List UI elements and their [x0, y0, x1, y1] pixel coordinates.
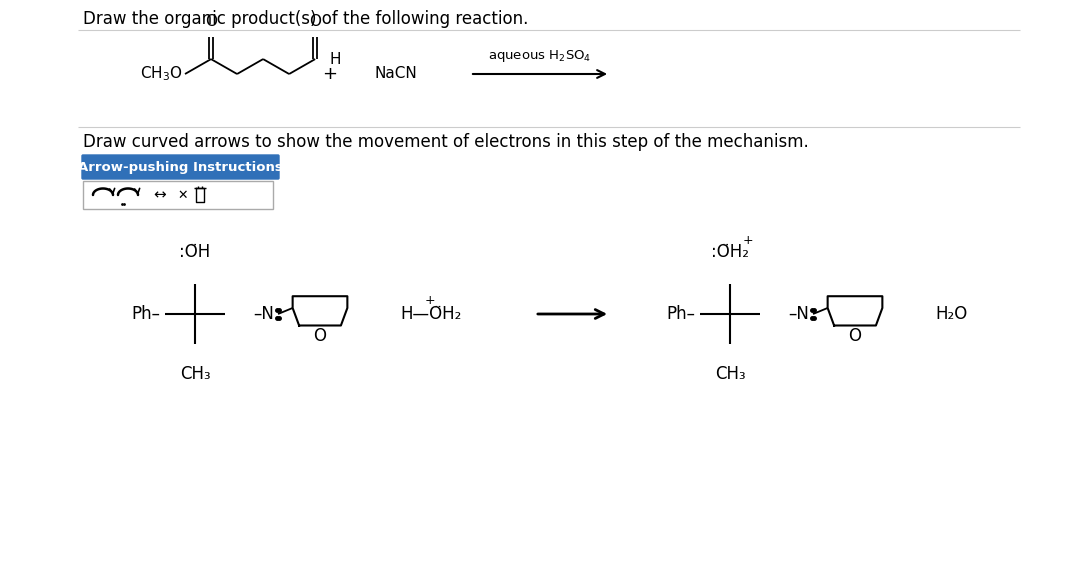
- Text: CH₃: CH₃: [179, 365, 211, 383]
- Text: ↔: ↔: [153, 188, 166, 202]
- FancyBboxPatch shape: [83, 181, 273, 209]
- FancyBboxPatch shape: [82, 155, 279, 179]
- Text: H₂O: H₂O: [935, 305, 968, 323]
- Text: O: O: [205, 14, 217, 29]
- Text: Ph–: Ph–: [666, 305, 696, 323]
- Text: CH$_3$O: CH$_3$O: [140, 65, 183, 83]
- Text: NaCN: NaCN: [375, 66, 418, 81]
- Text: O: O: [313, 327, 326, 345]
- Text: Draw curved arrows to show the movement of electrons in this step of the mechani: Draw curved arrows to show the movement …: [83, 133, 809, 151]
- Text: +: +: [424, 293, 435, 306]
- Text: –N:: –N:: [788, 305, 814, 323]
- Text: aqueous H$_2$SO$_4$: aqueous H$_2$SO$_4$: [488, 48, 592, 64]
- Text: CH₃: CH₃: [715, 365, 745, 383]
- Text: O: O: [309, 14, 321, 29]
- Text: :ÖH: :ÖH: [179, 243, 211, 261]
- Text: –N:: –N:: [253, 305, 280, 323]
- Text: ✕: ✕: [178, 188, 188, 202]
- Text: Draw the organic product(s) of the following reaction.: Draw the organic product(s) of the follo…: [83, 10, 528, 28]
- Text: +: +: [743, 233, 754, 247]
- Text: +: +: [323, 65, 337, 83]
- Text: H: H: [329, 52, 340, 66]
- Text: H—ÖH₂: H—ÖH₂: [400, 305, 461, 323]
- Text: Ph–: Ph–: [131, 305, 160, 323]
- Text: Arrow-pushing Instructions: Arrow-pushing Instructions: [78, 161, 283, 174]
- Text: O: O: [849, 327, 862, 345]
- Text: :ÖH₂: :ÖH₂: [711, 243, 750, 261]
